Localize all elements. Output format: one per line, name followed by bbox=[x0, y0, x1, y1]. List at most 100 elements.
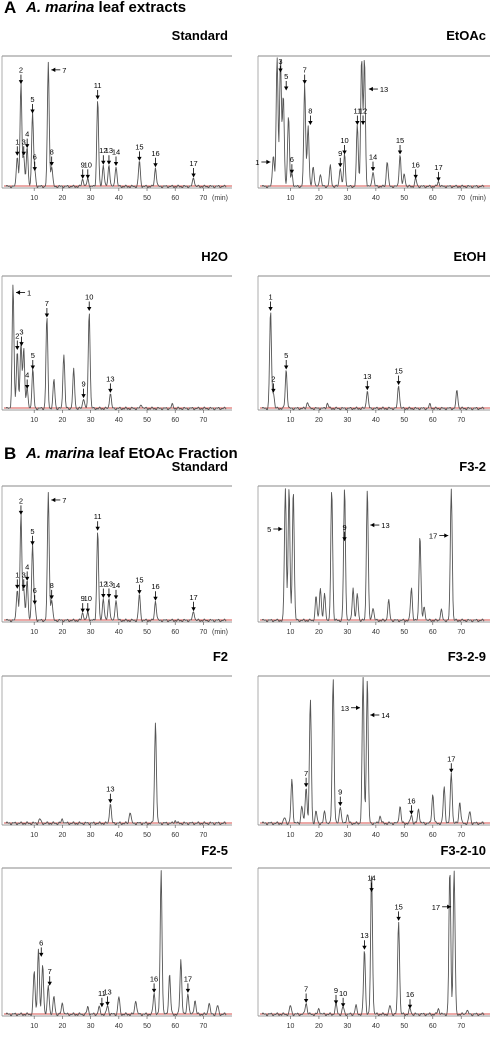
peak-arrowhead bbox=[365, 386, 370, 391]
peak-label-5: 5 bbox=[30, 351, 35, 370]
peak-arrowhead bbox=[191, 173, 196, 178]
peak-label-5: 5 bbox=[283, 351, 289, 370]
peak-number: 11 bbox=[353, 107, 361, 116]
peak-number: 6 bbox=[290, 155, 294, 164]
peak-arrowhead bbox=[106, 594, 112, 599]
peak-arrowhead bbox=[80, 174, 85, 179]
x-tick-label: 30 bbox=[343, 1023, 351, 1030]
peak-number: 2 bbox=[15, 332, 19, 341]
peak-label-17: 17 bbox=[447, 754, 455, 773]
x-tick-label: 20 bbox=[315, 832, 323, 839]
peak-arrowhead bbox=[108, 799, 113, 804]
x-tick-label: 30 bbox=[87, 195, 95, 202]
peak-number: 10 bbox=[340, 136, 348, 145]
peak-arrowhead bbox=[137, 590, 142, 595]
x-tick-label: 70 bbox=[200, 629, 208, 636]
peak-label-10: 10 bbox=[84, 160, 92, 179]
peak-label-7: 7 bbox=[302, 66, 307, 85]
peak-number: 1 bbox=[15, 137, 19, 146]
peak-number: 7 bbox=[304, 769, 308, 778]
x-tick-label: 70 bbox=[200, 417, 208, 424]
peak-label-13: 13 bbox=[106, 374, 115, 393]
peak-label-7: 7 bbox=[303, 984, 309, 1003]
x-axis-unit: (min) bbox=[470, 195, 486, 202]
peak-number: 5 bbox=[31, 351, 35, 360]
peak-arrowhead bbox=[39, 952, 44, 957]
peak-arrowhead bbox=[355, 121, 360, 126]
peak-number: 13 bbox=[106, 785, 114, 794]
peak-number: 17 bbox=[189, 593, 197, 602]
chart-f2-6: F2 10 20 30 40 50 60 70 13 bbox=[1, 649, 232, 839]
peak-label-12: 12 bbox=[99, 146, 107, 165]
x-tick-label: 20 bbox=[315, 629, 323, 636]
x-tick-label: 50 bbox=[400, 195, 408, 202]
peak-label-13: 13 bbox=[368, 85, 388, 94]
peak-label-1: 1 bbox=[16, 289, 31, 298]
peak-label-13: 13 bbox=[363, 372, 371, 391]
peak-number: 7 bbox=[303, 66, 307, 75]
x-tick-label: 30 bbox=[87, 629, 95, 636]
x-tick-label: 70 bbox=[457, 195, 465, 202]
peak-arrowhead bbox=[338, 802, 343, 807]
peak-arrowhead bbox=[396, 916, 401, 921]
x-tick-label: 40 bbox=[115, 832, 123, 839]
x-tick-label: 60 bbox=[429, 629, 437, 636]
peak-arrowhead bbox=[18, 80, 24, 85]
peak-number: 3 bbox=[22, 570, 26, 579]
peak-number: 6 bbox=[33, 153, 37, 162]
peak-arrowhead bbox=[302, 80, 307, 85]
peak-label-17: 17 bbox=[184, 974, 192, 993]
peak-label-17: 17 bbox=[434, 163, 443, 182]
peak-number: 17 bbox=[184, 974, 192, 983]
peak-label-7: 7 bbox=[44, 299, 50, 318]
x-tick-label: 70 bbox=[200, 1023, 208, 1030]
x-tick-label: 70 bbox=[457, 1023, 465, 1030]
peak-label-4: 4 bbox=[24, 371, 30, 389]
peak-arrowhead bbox=[409, 810, 414, 815]
x-tick-label: 10 bbox=[287, 195, 295, 202]
peak-arrowhead bbox=[21, 584, 26, 589]
peak-number: 13 bbox=[341, 704, 349, 713]
x-tick-label: 60 bbox=[429, 832, 437, 839]
peak-arrowhead bbox=[95, 526, 100, 531]
peak-arrowhead bbox=[362, 945, 367, 950]
peak-label-12: 12 bbox=[99, 580, 107, 599]
x-tick-label: 20 bbox=[59, 629, 67, 636]
chart-title: F2 bbox=[213, 649, 228, 664]
peak-label-2: 2 bbox=[271, 374, 276, 393]
peak-arrowhead bbox=[15, 151, 20, 156]
x-tick-label: 40 bbox=[115, 195, 123, 202]
x-axis-unit: (min) bbox=[212, 629, 228, 636]
peak-label-1: 1 bbox=[15, 570, 20, 589]
peak-number: 13 bbox=[106, 374, 114, 383]
x-tick-label: 60 bbox=[171, 832, 179, 839]
chart-title: F2-5 bbox=[201, 843, 228, 858]
peak-label-8: 8 bbox=[308, 107, 313, 126]
peak-arrowhead bbox=[30, 365, 35, 370]
peak-number: 12 bbox=[359, 107, 367, 116]
section-a-title-rest: leaf extracts bbox=[94, 0, 187, 16]
peak-label-9: 9 bbox=[81, 380, 86, 399]
x-tick-label: 10 bbox=[30, 629, 38, 636]
x-tick-label: 30 bbox=[343, 629, 351, 636]
peak-arrowhead bbox=[396, 381, 401, 386]
peak-arrowhead bbox=[101, 594, 106, 599]
peak-number: 2 bbox=[271, 374, 275, 383]
peak-label-9: 9 bbox=[338, 149, 343, 168]
peak-number: 12 bbox=[99, 146, 107, 155]
x-tick-label: 20 bbox=[59, 417, 67, 424]
peak-arrowhead bbox=[30, 109, 35, 114]
x-tick-label: 40 bbox=[115, 1023, 123, 1030]
peak-label-17: 17 bbox=[189, 159, 198, 178]
peak-label-15: 15 bbox=[394, 902, 403, 921]
peak-number: 12 bbox=[99, 580, 107, 589]
peak-arrowhead bbox=[368, 86, 373, 92]
peak-number: 14 bbox=[112, 148, 120, 157]
peak-label-1: 1 bbox=[268, 293, 273, 311]
peak-number: 3 bbox=[22, 137, 26, 146]
peak-arrowhead bbox=[15, 584, 20, 589]
peak-label-5: 5 bbox=[267, 525, 283, 534]
peak-number: 16 bbox=[407, 796, 415, 805]
